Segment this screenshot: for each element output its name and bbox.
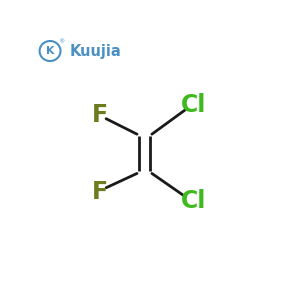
Text: F: F — [92, 180, 108, 204]
Text: Cl: Cl — [181, 93, 206, 117]
Text: F: F — [92, 103, 108, 127]
Text: Cl: Cl — [181, 189, 206, 213]
